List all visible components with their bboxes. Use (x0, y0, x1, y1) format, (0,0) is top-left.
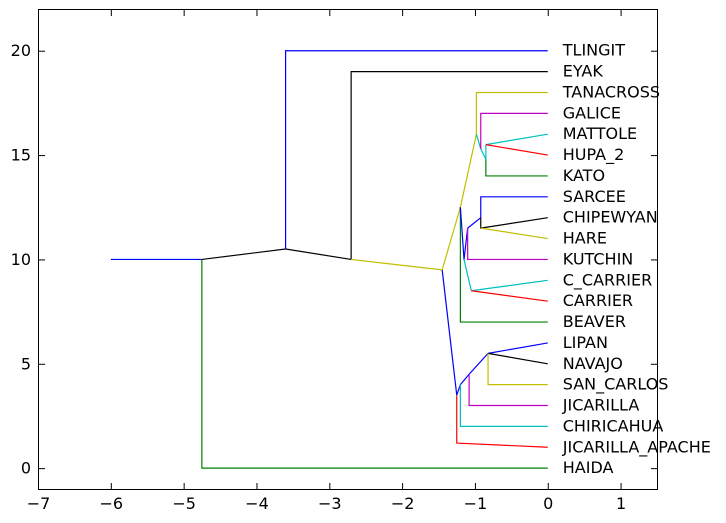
branch-segment (285, 248, 352, 261)
branch-segment (285, 50, 548, 249)
x-tick-label: −1 (464, 494, 488, 513)
x-tick-label: −7 (27, 494, 51, 513)
leaf-label: LIPAN (563, 333, 608, 352)
branch-segment (471, 279, 548, 292)
leaf-label: CARRIER (563, 291, 633, 310)
leaf-label: TANACROSS (562, 82, 660, 101)
leaf-label: GALICE (563, 103, 621, 122)
branch-segment (480, 112, 548, 149)
x-tick-label: 1 (616, 494, 626, 513)
branch-segment (463, 259, 472, 291)
leaf-label: HAIDA (563, 458, 614, 477)
branch-segment (456, 384, 461, 396)
y-tick-label: 0 (21, 459, 31, 478)
leaf-label: NAVAJO (563, 354, 623, 373)
x-tick-label: −3 (318, 494, 342, 513)
branch-segment (475, 91, 548, 135)
leaf-label: SARCEE (563, 187, 626, 206)
leaf-label: TLINGIT (562, 41, 625, 60)
y-tick-label: 5 (21, 354, 31, 373)
branch-segment (463, 228, 469, 260)
leaf-label: KUTCHIN (563, 249, 634, 268)
leaf-label: JICARILLA_APACHE (562, 437, 711, 457)
leaf-label: CHIPEWYAN (563, 208, 658, 227)
branch-segment (441, 207, 461, 271)
branch-segment (459, 207, 548, 323)
branch-segment (459, 134, 477, 208)
x-tick-label: −2 (391, 494, 415, 513)
x-tick-label: −5 (172, 494, 196, 513)
y-tick-label: 10 (11, 250, 31, 269)
branch-segment (201, 248, 286, 261)
leaf-label: BEAVER (563, 312, 626, 331)
branch-segment (487, 352, 548, 365)
branch-segment (459, 384, 548, 427)
branch-segment (459, 207, 465, 260)
y-tick-label: 20 (11, 41, 31, 60)
branch-segment (441, 269, 458, 396)
branch-segment (459, 373, 470, 386)
leaf-label: JICARILLA (562, 396, 640, 415)
branch-segment (480, 227, 548, 240)
leaf-label: SAN_CARLOS (563, 375, 669, 395)
leaf-label: HUPA_2 (563, 145, 625, 165)
leaf-labels: TLINGITEYAKTANACROSSGALICEMATTOLEHUPA_2K… (562, 41, 711, 477)
branch-segment (480, 148, 487, 160)
branch-segment (485, 133, 548, 146)
branch-segment (475, 134, 482, 150)
branch-segment (485, 159, 548, 177)
leaf-label: KATO (563, 166, 605, 185)
branch-segment (468, 374, 548, 407)
branch-segment (487, 342, 548, 354)
branch-segment (480, 217, 548, 229)
leaf-label: HARE (563, 229, 607, 248)
leaf-label: C_CARRIER (563, 270, 652, 290)
x-tick-label: −4 (245, 494, 269, 513)
y-tick-label: 15 (11, 146, 31, 165)
branch-segment (480, 196, 548, 218)
series-layer (110, 50, 548, 469)
leaf-label: MATTOLE (563, 124, 637, 143)
branch-segment (468, 352, 489, 375)
branch-segment (485, 144, 548, 156)
x-tick-label: −6 (100, 494, 124, 513)
plot-frame (38, 9, 658, 490)
branch-segment (351, 258, 443, 271)
branch-segment (467, 217, 482, 229)
branch-segment (487, 353, 548, 386)
leaf-label: CHIRICAHUA (563, 416, 664, 435)
branch-segment (467, 228, 548, 261)
branch-segment (471, 290, 548, 302)
branch-segment (350, 71, 548, 260)
x-tick-label: 0 (543, 494, 553, 513)
branch-segment (456, 395, 548, 448)
leaf-label: EYAK (563, 62, 604, 81)
branch-segment (201, 259, 548, 469)
